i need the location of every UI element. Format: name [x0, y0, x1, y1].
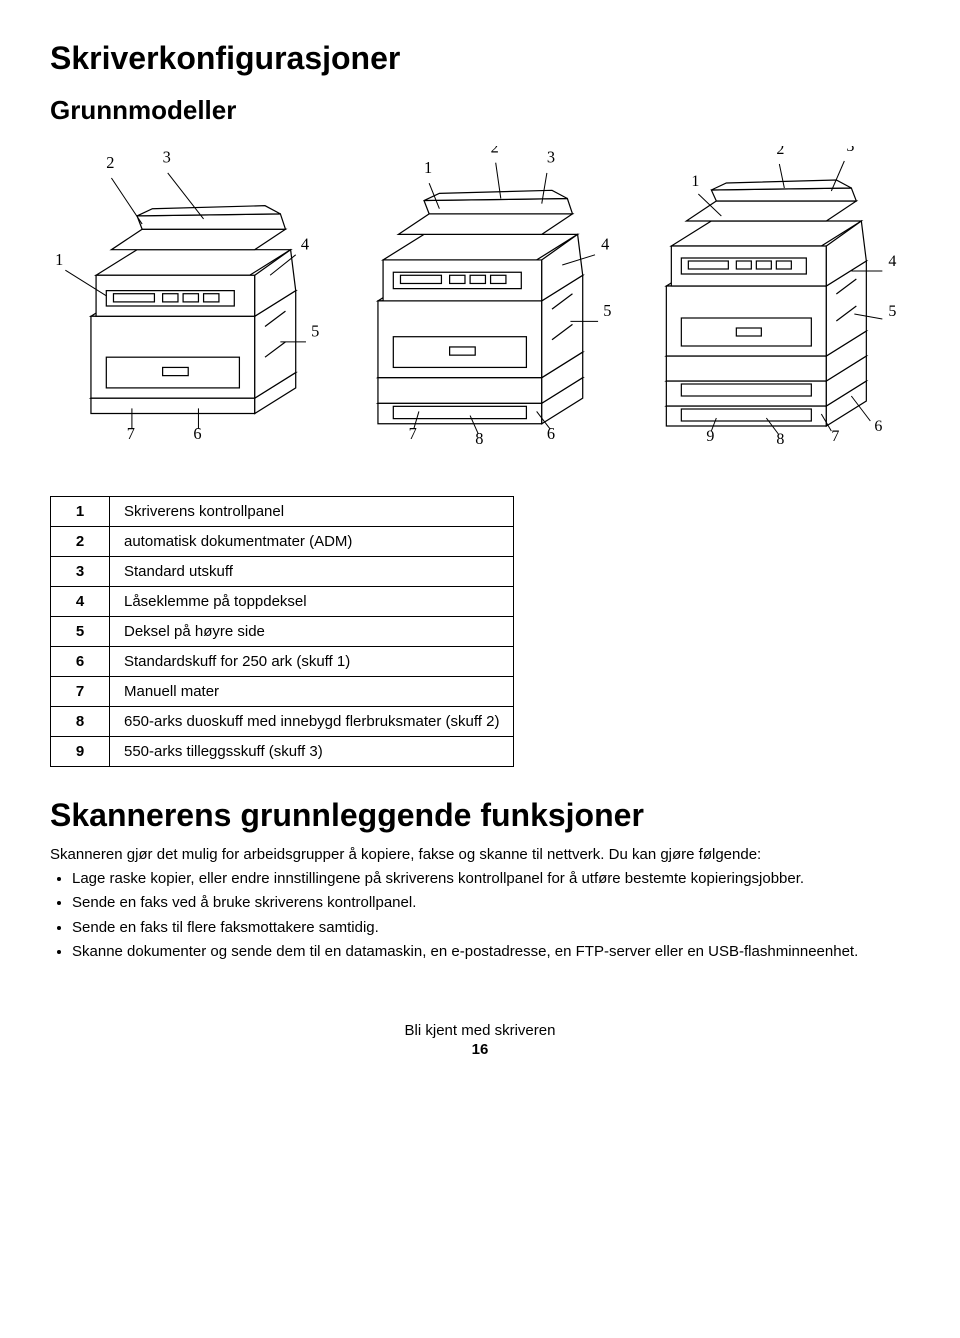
part-number: 2	[51, 527, 110, 557]
part-label: Skriverens kontrollpanel	[110, 497, 514, 527]
callout-label: 6	[875, 418, 883, 435]
part-number: 7	[51, 677, 110, 707]
callout-label: 6	[193, 424, 201, 443]
page-footer: Bli kjent med skriveren 16	[50, 1022, 910, 1058]
callout-label: 5	[889, 303, 897, 320]
scanner-intro: Skanneren gjør det mulig for arbeidsgrup…	[50, 846, 910, 863]
table-row: 8650-arks duoskuff med innebygd flerbruk…	[51, 707, 514, 737]
part-label: 650-arks duoskuff med innebygd flerbruks…	[110, 707, 514, 737]
footer-page-number: 16	[50, 1041, 910, 1058]
part-number: 3	[51, 557, 110, 587]
table-row: 4Låseklemme på toppdeksel	[51, 587, 514, 617]
part-number: 4	[51, 587, 110, 617]
callout-label: 4	[889, 253, 897, 270]
printer-model-1: 1 2 3 4 5 6 7	[50, 146, 337, 466]
part-label: 550-arks tilleggsskuff (skuff 3)	[110, 737, 514, 767]
part-label: Manuell mater	[110, 677, 514, 707]
parts-table: 1Skriverens kontrollpanel2automatisk dok…	[50, 496, 514, 767]
callout-label: 8	[777, 431, 785, 448]
table-row: 3Standard utskuff	[51, 557, 514, 587]
callout-label: 4	[601, 235, 609, 254]
callout-label: 1	[692, 173, 700, 190]
list-item: Lage raske kopier, eller endre innstilli…	[72, 869, 910, 889]
part-number: 1	[51, 497, 110, 527]
scanner-bullets: Lage raske kopier, eller endre innstilli…	[50, 869, 910, 962]
part-number: 5	[51, 617, 110, 647]
part-number: 8	[51, 707, 110, 737]
callout-label: 3	[547, 148, 555, 167]
table-row: 2automatisk dokumentmater (ADM)	[51, 527, 514, 557]
part-label: Standardskuff for 250 ark (skuff 1)	[110, 647, 514, 677]
part-number: 6	[51, 647, 110, 677]
callout-label: 7	[408, 424, 416, 443]
printer-model-3: 1 2 3 4 5 6 7 8 9	[623, 146, 910, 466]
table-row: 7Manuell mater	[51, 677, 514, 707]
callout-label: 7	[832, 428, 840, 445]
table-row: 5Deksel på høyre side	[51, 617, 514, 647]
table-row: 1Skriverens kontrollpanel	[51, 497, 514, 527]
part-label: automatisk dokumentmater (ADM)	[110, 527, 514, 557]
callout-label: 8	[475, 429, 483, 448]
callout-label: 5	[311, 322, 319, 341]
callout-label: 1	[55, 250, 63, 269]
part-label: Standard utskuff	[110, 557, 514, 587]
callout-label: 1	[424, 158, 432, 177]
footer-text: Bli kjent med skriveren	[50, 1022, 910, 1039]
list-item: Sende en faks til flere faksmottakere sa…	[72, 918, 910, 938]
callout-label: 9	[707, 428, 715, 445]
callout-label: 7	[127, 424, 135, 443]
table-row: 9550-arks tilleggsskuff (skuff 3)	[51, 737, 514, 767]
page-title: Skriverkonfigurasjoner	[50, 40, 910, 77]
callout-label: 2	[777, 146, 785, 158]
callout-label: 3	[163, 148, 171, 167]
table-row: 6Standardskuff for 250 ark (skuff 1)	[51, 647, 514, 677]
part-label: Låseklemme på toppdeksel	[110, 587, 514, 617]
callout-label: 2	[106, 153, 114, 172]
printer-figures: 1 2 3 4 5 6 7	[50, 146, 910, 466]
callout-label: 2	[490, 146, 498, 156]
printer-model-2: 1 2 3 4 5 6 7 8	[337, 146, 624, 466]
part-number: 9	[51, 737, 110, 767]
page-subtitle: Grunnmodeller	[50, 95, 910, 126]
part-label: Deksel på høyre side	[110, 617, 514, 647]
callout-label: 5	[603, 301, 611, 320]
callout-label: 3	[847, 146, 855, 155]
list-item: Sende en faks ved å bruke skriverens kon…	[72, 893, 910, 913]
callout-label: 6	[547, 424, 555, 443]
section-scanner-title: Skannerens grunnleggende funksjoner	[50, 797, 910, 834]
list-item: Skanne dokumenter og sende dem til en da…	[72, 942, 910, 962]
callout-label: 4	[301, 235, 309, 254]
